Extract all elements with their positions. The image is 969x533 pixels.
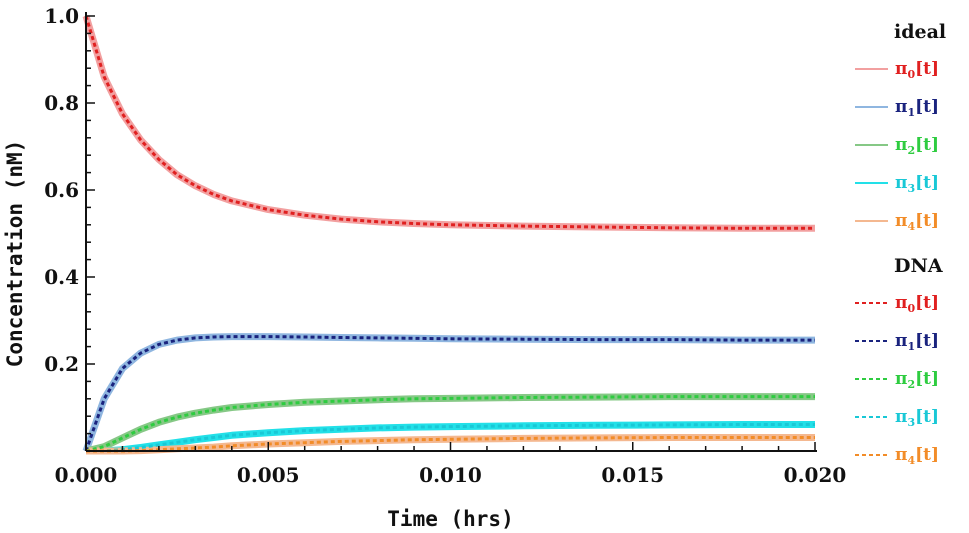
x-tick-label: 0.015: [601, 463, 664, 487]
series-line-dna-2: [85, 395, 815, 453]
y-tick-label: 0.6: [44, 178, 79, 202]
x-axis-ticks: 0.000 0.005 0.010 0.015 0.020: [55, 442, 847, 487]
legend-label: π2[t]: [895, 135, 939, 157]
series-line-dna-0: [84, 15, 815, 230]
legend-label: π0[t]: [895, 59, 939, 81]
legend-label: π3[t]: [895, 407, 939, 429]
plot-curves: [82, 14, 815, 455]
y-tick-label: 1.0: [44, 4, 79, 28]
legend-group-title: DNA: [894, 255, 943, 277]
series-line-dna-3: [86, 423, 815, 453]
legend-label: π1[t]: [895, 97, 939, 119]
x-tick-label: 0.000: [55, 463, 118, 487]
x-axis-title: Time (hrs): [387, 507, 513, 531]
series-line-ideal-0: [82, 14, 815, 232]
y-tick-label: 0.8: [44, 91, 79, 115]
legend-label: π4[t]: [895, 445, 939, 467]
legend-label: π4[t]: [895, 211, 939, 233]
legend-label: π0[t]: [895, 293, 939, 315]
y-tick-label: 0.4: [44, 265, 79, 289]
legend-label: π1[t]: [895, 331, 939, 353]
series-line-dna-1: [84, 335, 815, 452]
y-axis-title: Concentration (nM): [3, 140, 27, 368]
x-tick-label: 0.005: [237, 463, 300, 487]
x-tick-label: 0.010: [419, 463, 482, 487]
legend: ideal π0[t] π1[t] π2[t] π3[t] π4[t] DNA π0[t] π1…: [855, 21, 946, 467]
legend-label: π3[t]: [895, 173, 939, 195]
legend-label: π2[t]: [895, 369, 939, 391]
y-tick-label: 0.2: [44, 352, 79, 376]
legend-group-title: ideal: [894, 21, 946, 43]
y-axis-ticks: 0.2 0.4 0.6 0.8 1.0: [44, 4, 95, 452]
x-tick-label: 0.020: [784, 463, 847, 487]
